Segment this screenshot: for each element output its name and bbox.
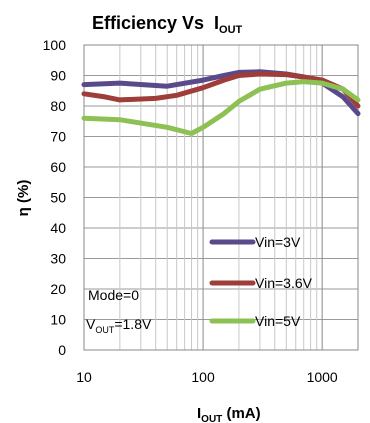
series-line-2 [81,71,361,109]
chart-title-var-main: I [214,13,219,33]
y-tick-labels: 0 10 20 30 40 50 60 70 80 90 100 [43,37,67,358]
y-axis-title: η (%) [15,180,32,217]
legend: Vin=3V Vin=3.6V Vin=5V [209,234,313,329]
y-tick-label: 100 [43,37,67,53]
y-tick-label: 50 [50,190,66,206]
legend-label-3: Vin=5V [255,313,301,329]
annotation-vout: VOUT=1.8V [86,316,152,335]
x-tick-label: 100 [191,369,215,385]
legend-label-2: Vin=3.6V [255,275,313,291]
series-lines [81,69,361,136]
y-tick-label: 80 [50,98,66,114]
x-axis-title: IOUT (mA) [197,405,261,423]
chart-title-var-sub: OUT [219,24,243,36]
series-line-3 [81,79,361,136]
x-axis-title-suffix: (mA) [222,405,260,422]
y-tick-label: 90 [50,68,66,84]
y-tick-label: 60 [50,159,66,175]
chart-title: Efficiency Vs [92,13,204,33]
y-tick-label: 10 [50,312,66,328]
y-tick-label: 40 [50,220,66,236]
legend-label-1: Vin=3V [255,234,301,250]
plot-area-border [83,44,359,351]
y-tick-label: 30 [50,251,66,267]
annotation-vout-sub: OUT [95,325,115,335]
y-tick-label: 20 [50,281,66,297]
y-axis-title-group: η (%) [15,180,32,217]
x-tick-labels: 10 100 1000 [76,369,338,385]
x-axis-title-main: I [197,405,201,422]
y-tick-label: 0 [58,342,66,358]
annotation-mode: Mode=0 [88,287,139,303]
y-tick-label: 70 [50,129,66,145]
x-tick-label: 1000 [307,369,338,385]
x-tick-label: 10 [76,369,92,385]
annotation-vout-suffix: =1.8V [114,316,152,332]
chart-title-variable: IOUT [214,13,243,36]
x-axis-title-sub: OUT [201,414,222,423]
annotation-vout-main: V [86,316,96,332]
